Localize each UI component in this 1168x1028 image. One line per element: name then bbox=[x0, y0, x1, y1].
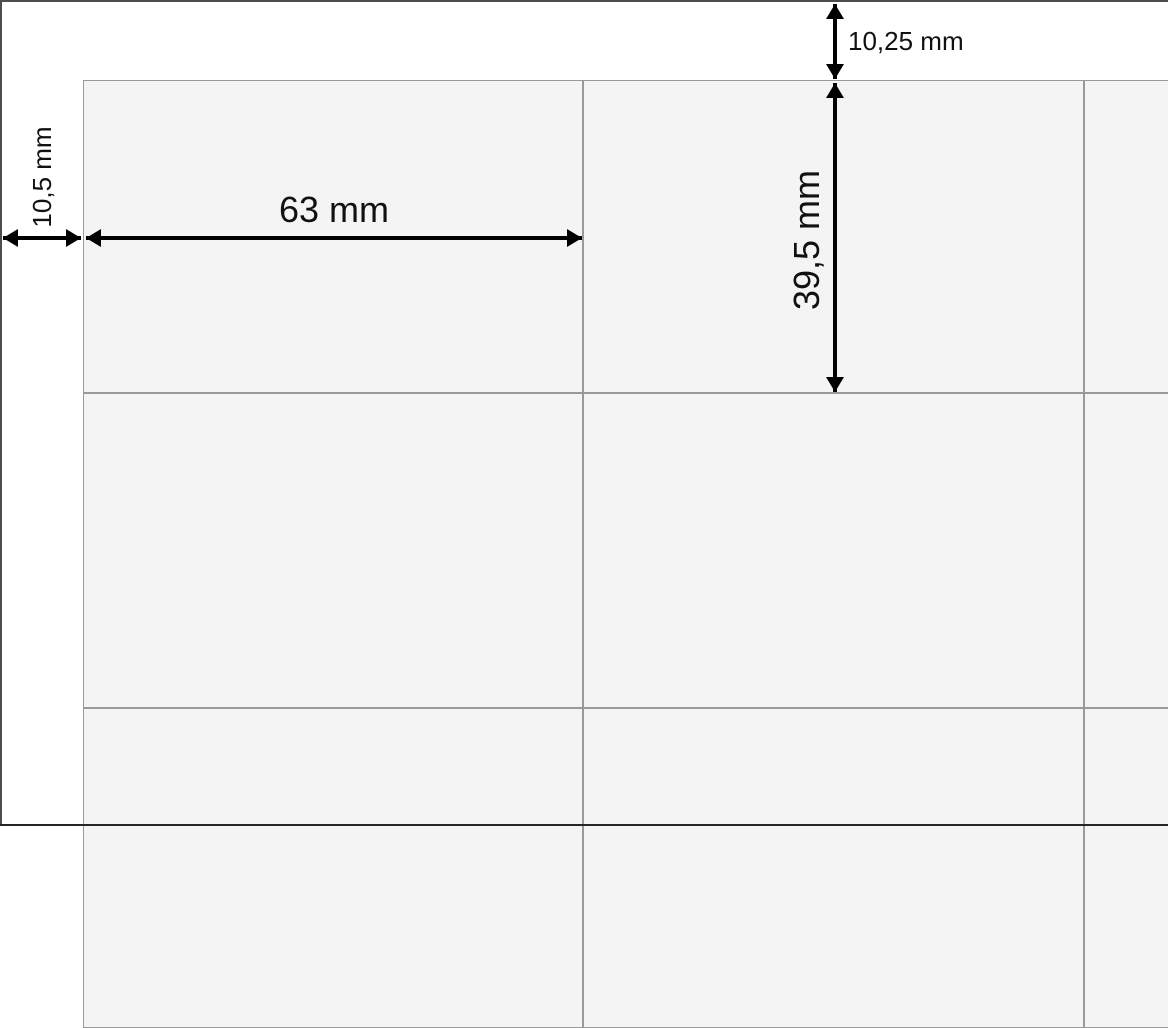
label-cell bbox=[583, 80, 1084, 393]
label-cell bbox=[83, 393, 583, 708]
label-cell bbox=[1084, 393, 1168, 708]
labels-grid bbox=[83, 80, 1168, 1028]
top-margin-dimension-label: 10,25 mm bbox=[848, 26, 964, 56]
label-cell bbox=[1084, 80, 1168, 393]
page-bottom-border bbox=[0, 824, 1168, 826]
page-top-border bbox=[0, 0, 1168, 2]
label-cell bbox=[83, 80, 583, 393]
cell-height-dimension-label: 39,5 mm bbox=[786, 169, 827, 311]
label-cell bbox=[583, 393, 1084, 708]
label-cell bbox=[583, 708, 1084, 1028]
label-cell bbox=[1084, 708, 1168, 1028]
left-margin-dimension-label: 10,5 mm bbox=[27, 126, 57, 228]
page-left-border bbox=[0, 0, 2, 826]
label-cell bbox=[83, 708, 583, 1028]
cell-width-dimension-label: 63 mm bbox=[278, 189, 390, 230]
